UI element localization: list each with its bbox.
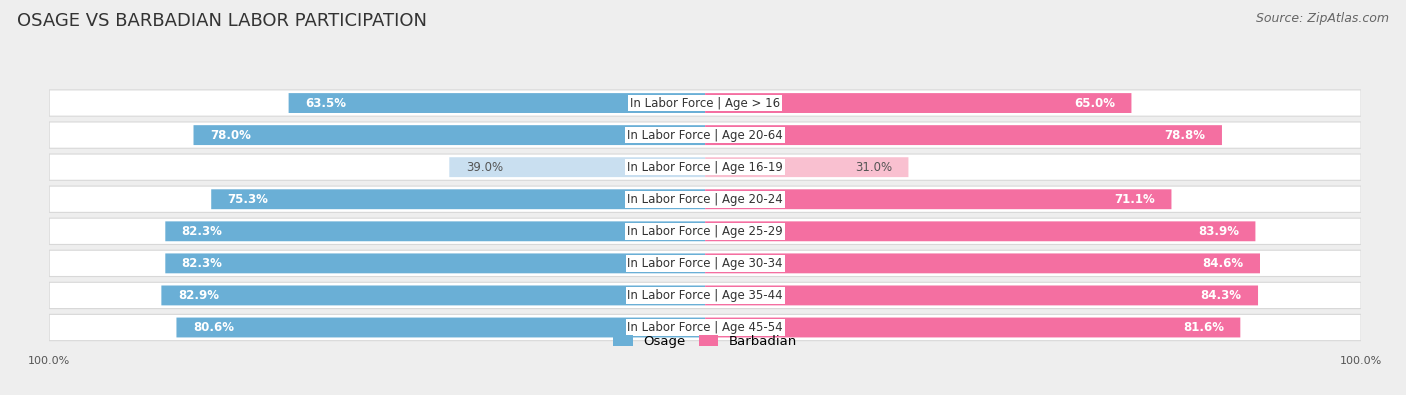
FancyBboxPatch shape [162, 286, 706, 305]
FancyBboxPatch shape [288, 93, 706, 113]
Text: 31.0%: 31.0% [855, 161, 891, 174]
FancyBboxPatch shape [706, 125, 1222, 145]
FancyBboxPatch shape [177, 318, 706, 337]
FancyBboxPatch shape [49, 90, 1361, 116]
FancyBboxPatch shape [49, 250, 1361, 276]
Text: 83.9%: 83.9% [1198, 225, 1239, 238]
Text: 84.3%: 84.3% [1201, 289, 1241, 302]
Text: 78.8%: 78.8% [1164, 129, 1205, 142]
Legend: Osage, Barbadian: Osage, Barbadian [613, 335, 797, 348]
Text: In Labor Force | Age > 16: In Labor Force | Age > 16 [630, 96, 780, 109]
Text: 81.6%: 81.6% [1182, 321, 1225, 334]
FancyBboxPatch shape [706, 189, 1171, 209]
Text: 82.9%: 82.9% [177, 289, 219, 302]
FancyBboxPatch shape [706, 286, 1258, 305]
FancyBboxPatch shape [450, 157, 706, 177]
Text: 82.3%: 82.3% [181, 225, 222, 238]
Text: In Labor Force | Age 16-19: In Labor Force | Age 16-19 [627, 161, 783, 174]
Text: In Labor Force | Age 25-29: In Labor Force | Age 25-29 [627, 225, 783, 238]
FancyBboxPatch shape [706, 221, 1256, 241]
FancyBboxPatch shape [49, 314, 1361, 340]
Text: 78.0%: 78.0% [209, 129, 250, 142]
Text: In Labor Force | Age 35-44: In Labor Force | Age 35-44 [627, 289, 783, 302]
Text: 82.3%: 82.3% [181, 257, 222, 270]
FancyBboxPatch shape [706, 93, 1132, 113]
Text: 63.5%: 63.5% [305, 96, 346, 109]
Text: 39.0%: 39.0% [465, 161, 503, 174]
FancyBboxPatch shape [194, 125, 706, 145]
FancyBboxPatch shape [49, 218, 1361, 245]
FancyBboxPatch shape [706, 254, 1260, 273]
FancyBboxPatch shape [49, 282, 1361, 308]
Text: 71.1%: 71.1% [1115, 193, 1156, 206]
FancyBboxPatch shape [49, 122, 1361, 148]
FancyBboxPatch shape [49, 186, 1361, 213]
Text: Source: ZipAtlas.com: Source: ZipAtlas.com [1256, 12, 1389, 25]
FancyBboxPatch shape [706, 318, 1240, 337]
FancyBboxPatch shape [211, 189, 706, 209]
FancyBboxPatch shape [706, 157, 908, 177]
Text: 80.6%: 80.6% [193, 321, 233, 334]
Text: In Labor Force | Age 20-64: In Labor Force | Age 20-64 [627, 129, 783, 142]
Text: 75.3%: 75.3% [228, 193, 269, 206]
Text: 84.6%: 84.6% [1202, 257, 1243, 270]
Text: In Labor Force | Age 20-24: In Labor Force | Age 20-24 [627, 193, 783, 206]
Text: OSAGE VS BARBADIAN LABOR PARTICIPATION: OSAGE VS BARBADIAN LABOR PARTICIPATION [17, 12, 427, 30]
Text: In Labor Force | Age 45-54: In Labor Force | Age 45-54 [627, 321, 783, 334]
FancyBboxPatch shape [166, 254, 706, 273]
Text: In Labor Force | Age 30-34: In Labor Force | Age 30-34 [627, 257, 783, 270]
Text: 65.0%: 65.0% [1074, 96, 1115, 109]
FancyBboxPatch shape [49, 154, 1361, 181]
FancyBboxPatch shape [166, 221, 706, 241]
